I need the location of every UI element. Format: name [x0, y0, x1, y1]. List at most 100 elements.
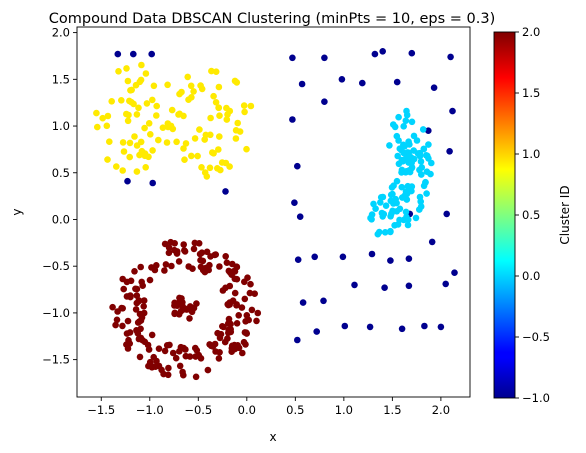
data-point: [421, 322, 428, 330]
data-point: [202, 131, 210, 139]
data-point: [379, 193, 387, 201]
data-point: [145, 346, 153, 353]
x-tick-label: 0.5: [286, 403, 304, 417]
data-point: [109, 303, 116, 311]
data-point: [390, 121, 397, 128]
data-point: [451, 269, 458, 277]
data-point: [443, 210, 451, 218]
chart-title: Compound Data DBSCAN Clustering (minPts …: [49, 11, 495, 27]
data-point: [416, 166, 423, 174]
data-point: [251, 290, 258, 298]
y-tick-label: 0.5: [52, 166, 70, 180]
data-point: [424, 152, 431, 160]
data-point: [173, 302, 181, 310]
data-point: [137, 325, 144, 333]
data-point: [148, 264, 155, 271]
data-point: [168, 106, 176, 114]
data-point: [394, 152, 402, 160]
data-point: [155, 362, 163, 370]
data-point: [138, 61, 145, 69]
data-point: [149, 96, 156, 104]
data-point: [399, 194, 406, 201]
data-point: [114, 308, 121, 315]
data-point: [379, 48, 387, 55]
colorbar-ticks: −1.0 −0.5 0.0 0.5 1.0 1.5 2.0: [515, 25, 550, 405]
colorbar-tick-label: −1.0: [522, 391, 550, 405]
scatter-points: [93, 48, 458, 381]
data-point: [188, 94, 195, 101]
data-point: [215, 355, 223, 362]
data-point: [405, 282, 413, 290]
data-point: [294, 162, 301, 170]
data-point: [146, 276, 154, 284]
y-axis-label: y: [10, 208, 24, 215]
data-point: [298, 80, 306, 88]
data-point: [168, 262, 175, 270]
data-point: [240, 102, 248, 109]
data-point: [403, 213, 410, 221]
data-point: [149, 147, 156, 154]
data-point: [187, 82, 195, 90]
data-point: [125, 111, 132, 119]
data-point: [138, 314, 146, 321]
data-point: [380, 210, 388, 218]
data-point: [136, 78, 144, 86]
data-point: [425, 127, 432, 134]
data-point: [247, 102, 255, 110]
data-point: [165, 364, 172, 372]
data-point: [155, 345, 163, 353]
data-point: [395, 113, 402, 121]
data-point: [119, 167, 126, 174]
data-point: [143, 100, 151, 107]
data-point: [442, 280, 450, 288]
data-point: [231, 289, 239, 297]
data-point: [191, 239, 199, 247]
data-point: [396, 216, 403, 224]
data-point: [180, 145, 187, 152]
data-point: [119, 139, 127, 146]
data-point: [164, 371, 172, 379]
data-point: [449, 107, 456, 115]
data-point: [321, 54, 328, 62]
data-point: [387, 257, 394, 264]
data-point: [366, 323, 374, 331]
data-point: [142, 70, 150, 77]
data-point: [231, 341, 238, 349]
y-tick-label: 1.5: [52, 72, 70, 86]
data-point: [208, 67, 215, 75]
data-point: [423, 190, 430, 197]
data-point: [386, 142, 393, 149]
data-point: [216, 263, 223, 270]
data-point: [412, 214, 420, 222]
data-point: [163, 139, 171, 146]
data-point: [145, 153, 152, 161]
data-point: [224, 301, 231, 308]
data-point: [215, 104, 223, 112]
data-point: [145, 362, 152, 370]
data-point: [240, 338, 248, 346]
data-point: [382, 202, 390, 209]
data-point: [161, 347, 169, 355]
data-point: [173, 138, 180, 146]
data-point: [398, 169, 405, 176]
data-point: [210, 150, 217, 157]
data-point: [228, 348, 235, 356]
data-point: [197, 82, 204, 89]
data-point: [153, 112, 160, 119]
colorbar-tick-label: 1.5: [522, 86, 540, 100]
data-point: [130, 100, 137, 108]
data-point: [387, 197, 395, 205]
y-tick-label: 2.0: [52, 26, 70, 40]
data-point: [414, 150, 422, 157]
data-point: [420, 182, 428, 190]
y-tick-label: 0.0: [52, 212, 70, 226]
colorbar-tick-label: 0.0: [522, 269, 540, 283]
data-point: [226, 107, 234, 115]
data-point: [338, 76, 346, 83]
data-point: [126, 139, 134, 147]
colorbar-tick-label: 0.5: [522, 208, 540, 222]
y-tick-label: 1.0: [52, 119, 70, 133]
data-point: [217, 166, 224, 174]
data-point: [416, 193, 424, 201]
data-point: [296, 213, 304, 220]
